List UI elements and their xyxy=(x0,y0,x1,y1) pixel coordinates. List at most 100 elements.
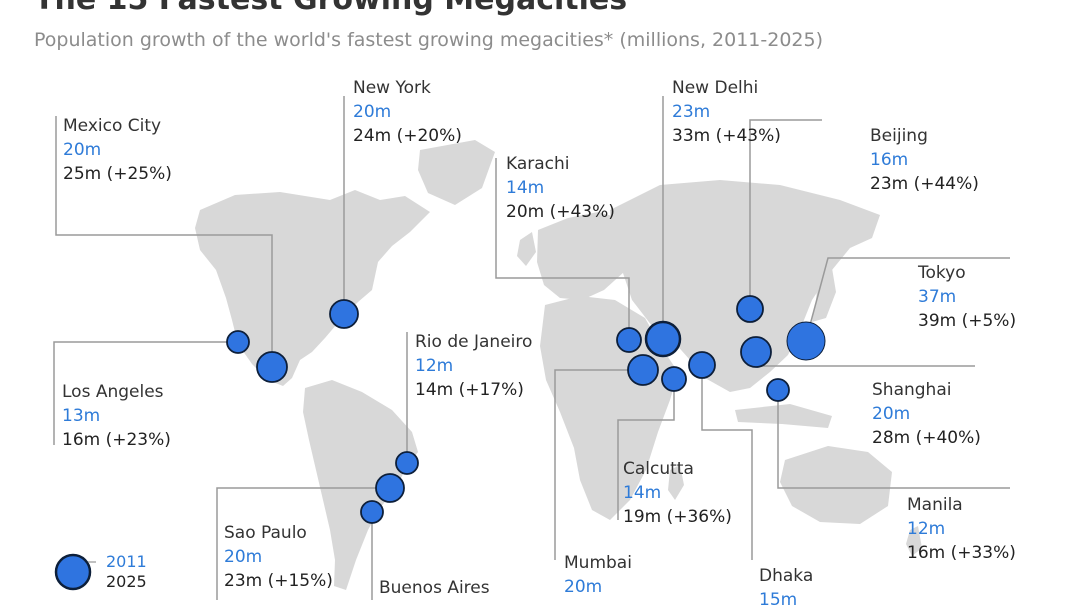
pop-2011: 15m xyxy=(759,590,798,610)
pop-2025: 33m (+43%) xyxy=(672,126,781,146)
land-north-america xyxy=(195,190,430,386)
legend-dot-icon xyxy=(54,553,96,591)
pop-2011: 12m xyxy=(415,356,454,376)
leader-calcutta xyxy=(617,379,675,520)
city-name: Rio de Janeiro xyxy=(415,332,533,352)
land-indonesia xyxy=(735,404,832,428)
city-name: Tokyo xyxy=(918,263,966,283)
land-japan xyxy=(812,268,836,322)
label-mexico-city: Mexico City 20m 25m (+25%) xyxy=(63,114,172,186)
leader-los-angeles xyxy=(53,341,238,445)
land-uk xyxy=(517,232,536,266)
city-name: New Delhi xyxy=(672,78,759,98)
label-buenos-aires: Buenos Aires xyxy=(379,576,490,600)
dot-mexico-city xyxy=(256,351,288,383)
dot-rio-de-janeiro xyxy=(395,451,419,475)
page-title: The 15 Fastest Growing Megacities xyxy=(34,0,627,17)
city-name: Manila xyxy=(907,495,963,515)
city-name: New York xyxy=(353,78,431,98)
dot-buenos-aires xyxy=(360,500,384,524)
pop-2025: 24m (+20%) xyxy=(353,126,462,146)
land-greenland xyxy=(418,140,495,205)
label-beijing: Beijing 16m 23m (+44%) xyxy=(870,124,979,196)
label-dhaka: Dhaka 15m xyxy=(759,564,813,612)
pop-2025: 23m (+44%) xyxy=(870,174,979,194)
pop-2025: 14m (+17%) xyxy=(415,380,524,400)
city-name: Dhaka xyxy=(759,566,814,586)
dot-manila xyxy=(766,378,790,402)
label-new-york: New York 20m 24m (+20%) xyxy=(353,76,462,148)
dot-tokyo xyxy=(786,321,826,361)
city-name: Sao Paulo xyxy=(224,523,307,543)
pop-2025: 20m (+43%) xyxy=(506,202,615,222)
leader-shanghai xyxy=(755,352,975,367)
land-africa xyxy=(540,296,678,520)
land-madagascar xyxy=(668,465,684,500)
pop-2011: 20m xyxy=(872,404,911,424)
label-calcutta: Calcutta 14m 19m (+36%) xyxy=(623,457,732,529)
city-name: Beijing xyxy=(870,126,928,146)
city-name: Los Angeles xyxy=(62,382,164,402)
label-mumbai: Mumbai 20m xyxy=(564,551,632,599)
dot-new-york xyxy=(329,299,359,329)
pop-2025: 28m (+40%) xyxy=(872,428,981,448)
pop-2011: 37m xyxy=(918,287,957,307)
pop-2011: 23m xyxy=(672,102,711,122)
city-name: Mexico City xyxy=(63,116,162,136)
pop-2011: 20m xyxy=(224,547,263,567)
city-name: Buenos Aires xyxy=(379,578,490,598)
dot-dhaka xyxy=(688,351,716,379)
pop-2025: 23m (+15%) xyxy=(224,571,333,591)
dot-mumbai xyxy=(627,354,659,386)
dot-beijing xyxy=(736,295,764,323)
legend-2025-label: 2025 xyxy=(106,572,147,591)
pop-2011: 12m xyxy=(907,519,946,539)
label-shanghai: Shanghai 20m 28m (+40%) xyxy=(872,378,981,450)
pop-2011: 20m xyxy=(63,140,102,160)
land-masses xyxy=(195,140,922,590)
city-name: Shanghai xyxy=(872,380,952,400)
pop-2011: 14m xyxy=(623,483,662,503)
pop-2011: 14m xyxy=(506,178,545,198)
land-south-america xyxy=(303,380,418,590)
pop-2025: 39m (+5%) xyxy=(918,311,1017,331)
city-name: Karachi xyxy=(506,154,570,174)
pop-2025: 25m (+25%) xyxy=(63,164,172,184)
pop-2011: 16m xyxy=(870,150,909,170)
label-los-angeles: Los Angeles 13m 16m (+23%) xyxy=(62,380,171,452)
leader-tokyo xyxy=(805,257,1010,341)
dot-sao-paulo xyxy=(375,473,405,503)
pop-2025: 16m (+23%) xyxy=(62,430,171,450)
dot-los-angeles xyxy=(226,330,250,354)
city-dots xyxy=(226,295,826,524)
leader-beijing xyxy=(749,119,822,309)
leader-mexico-city xyxy=(55,116,273,367)
leader-mumbai xyxy=(554,369,643,560)
label-new-delhi: New Delhi 23m 33m (+43%) xyxy=(672,76,781,148)
label-tokyo: Tokyo 37m 39m (+5%) xyxy=(918,261,1016,333)
pop-2025: 16m (+33%) xyxy=(907,543,1016,563)
leader-manila xyxy=(777,390,1010,489)
land-new-zealand xyxy=(906,526,922,556)
leader-karachi xyxy=(495,158,630,340)
leader-sao-paulo xyxy=(216,487,390,600)
label-sao-paulo: Sao Paulo 20m 23m (+15%) xyxy=(224,521,333,593)
page-subtitle: Population growth of the world's fastest… xyxy=(34,29,824,51)
dot-shanghai xyxy=(740,336,772,368)
label-karachi: Karachi 14m 20m (+43%) xyxy=(506,152,615,224)
city-name: Calcutta xyxy=(623,459,694,479)
leader-dhaka xyxy=(701,365,753,560)
land-australia xyxy=(780,446,892,524)
city-name: Mumbai xyxy=(564,553,632,573)
dot-calcutta xyxy=(661,366,687,392)
pop-2025: 19m (+36%) xyxy=(623,507,732,527)
dot-new-delhi xyxy=(644,320,682,358)
dot-karachi xyxy=(616,327,642,353)
label-rio-de-janeiro: Rio de Janeiro 12m 14m (+17%) xyxy=(415,330,532,402)
legend-2011-label: 2011 xyxy=(106,552,147,571)
pop-2011: 20m xyxy=(353,102,392,122)
pop-2011: 13m xyxy=(62,406,101,426)
label-manila: Manila 12m 16m (+33%) xyxy=(907,493,1016,565)
pop-2011: 20m xyxy=(564,577,603,597)
